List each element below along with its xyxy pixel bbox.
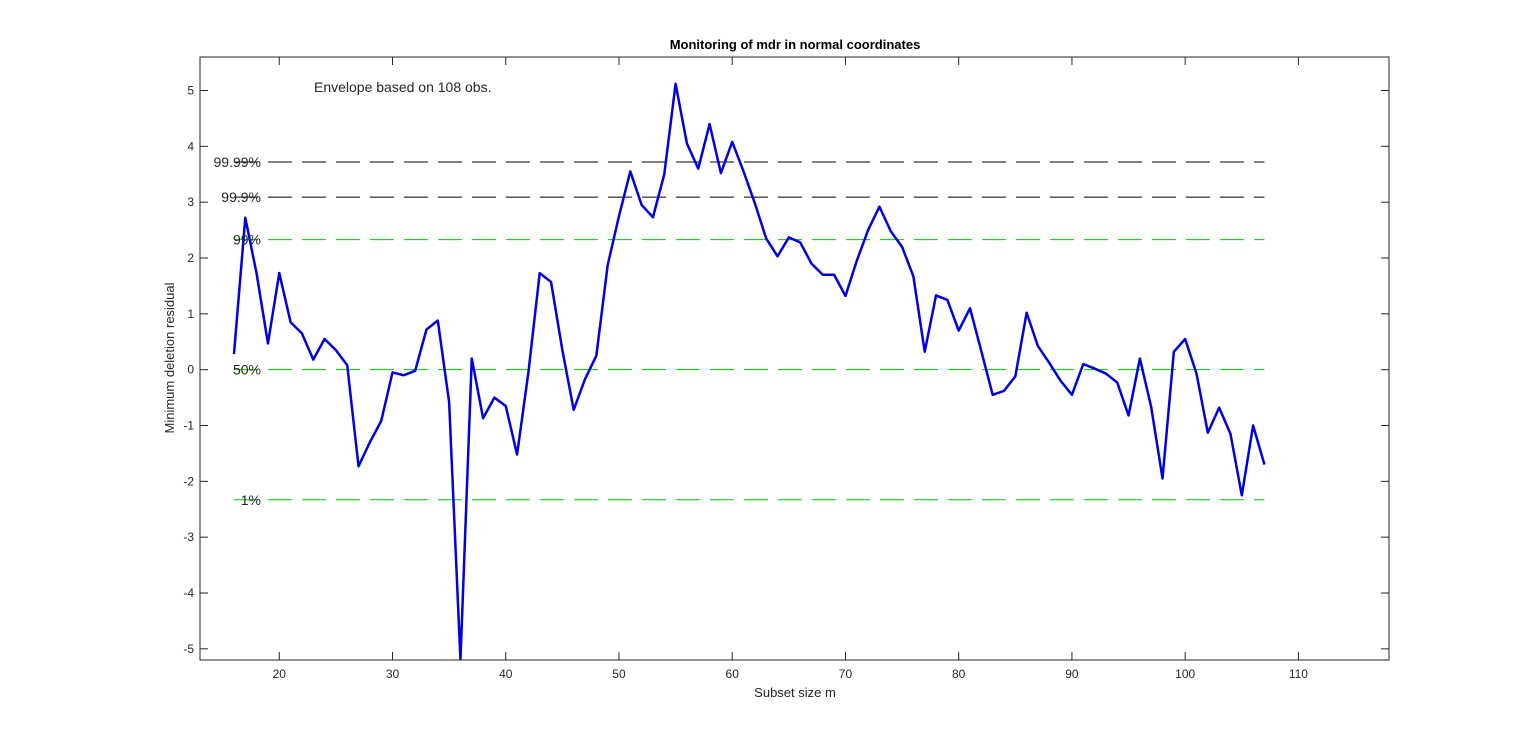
- x-tick-label: 30: [386, 667, 400, 681]
- y-tick-label: 1: [187, 307, 194, 321]
- y-axis-label: Minimum deletion residual: [162, 282, 177, 433]
- x-tick-label: 110: [1289, 667, 1308, 681]
- y-tick-label: 3: [187, 195, 194, 209]
- plot-frame: [199, 56, 1390, 661]
- envelope-label: 50%: [233, 362, 261, 378]
- envelope-label: 99.9%: [221, 189, 261, 205]
- y-tick-label: -1: [183, 419, 194, 433]
- x-tick-label: 20: [273, 667, 287, 681]
- y-tick-label: 0: [187, 363, 194, 377]
- envelope-label: 99%: [233, 232, 261, 248]
- x-tick-label: 60: [726, 667, 740, 681]
- y-tick-label: -5: [183, 642, 194, 656]
- y-tick-label: 2: [187, 251, 194, 265]
- envelope-label: 1%: [241, 492, 261, 508]
- series-line: [232, 82, 1266, 660]
- envelope-lines: [233, 161, 1265, 501]
- y-tick-label: -4: [183, 586, 194, 600]
- y-tick-label: 5: [187, 84, 194, 98]
- x-axis-label: Subset size m: [754, 685, 836, 700]
- plot-area: [200, 57, 1389, 660]
- x-tick-label: 100: [1175, 667, 1195, 681]
- y-ticks: -5 -4 -3 -2 -1 0 1 2 3 4 5: [183, 84, 1389, 656]
- x-tick-label: 50: [612, 667, 626, 681]
- envelope-annotation: Envelope based on 108 obs.: [314, 79, 491, 95]
- chart-title: Monitoring of mdr in normal coordinates: [670, 37, 921, 52]
- envelope-label: 99.99%: [214, 154, 261, 170]
- x-tick-label: 80: [952, 667, 966, 681]
- series-lines: [232, 82, 1266, 660]
- y-tick-label: 4: [187, 139, 194, 153]
- y-tick-label: -2: [183, 474, 194, 488]
- x-tick-label: 70: [839, 667, 853, 681]
- x-tick-label: 40: [499, 667, 513, 681]
- x-tick-label: 90: [1065, 667, 1079, 681]
- x-ticks: 20 30 40 50 60 70 80 90 100 110: [273, 57, 1308, 681]
- y-tick-label: -3: [183, 530, 194, 544]
- envelope-labels: 99.99% 99.9% 99% 50% 1%: [214, 154, 261, 508]
